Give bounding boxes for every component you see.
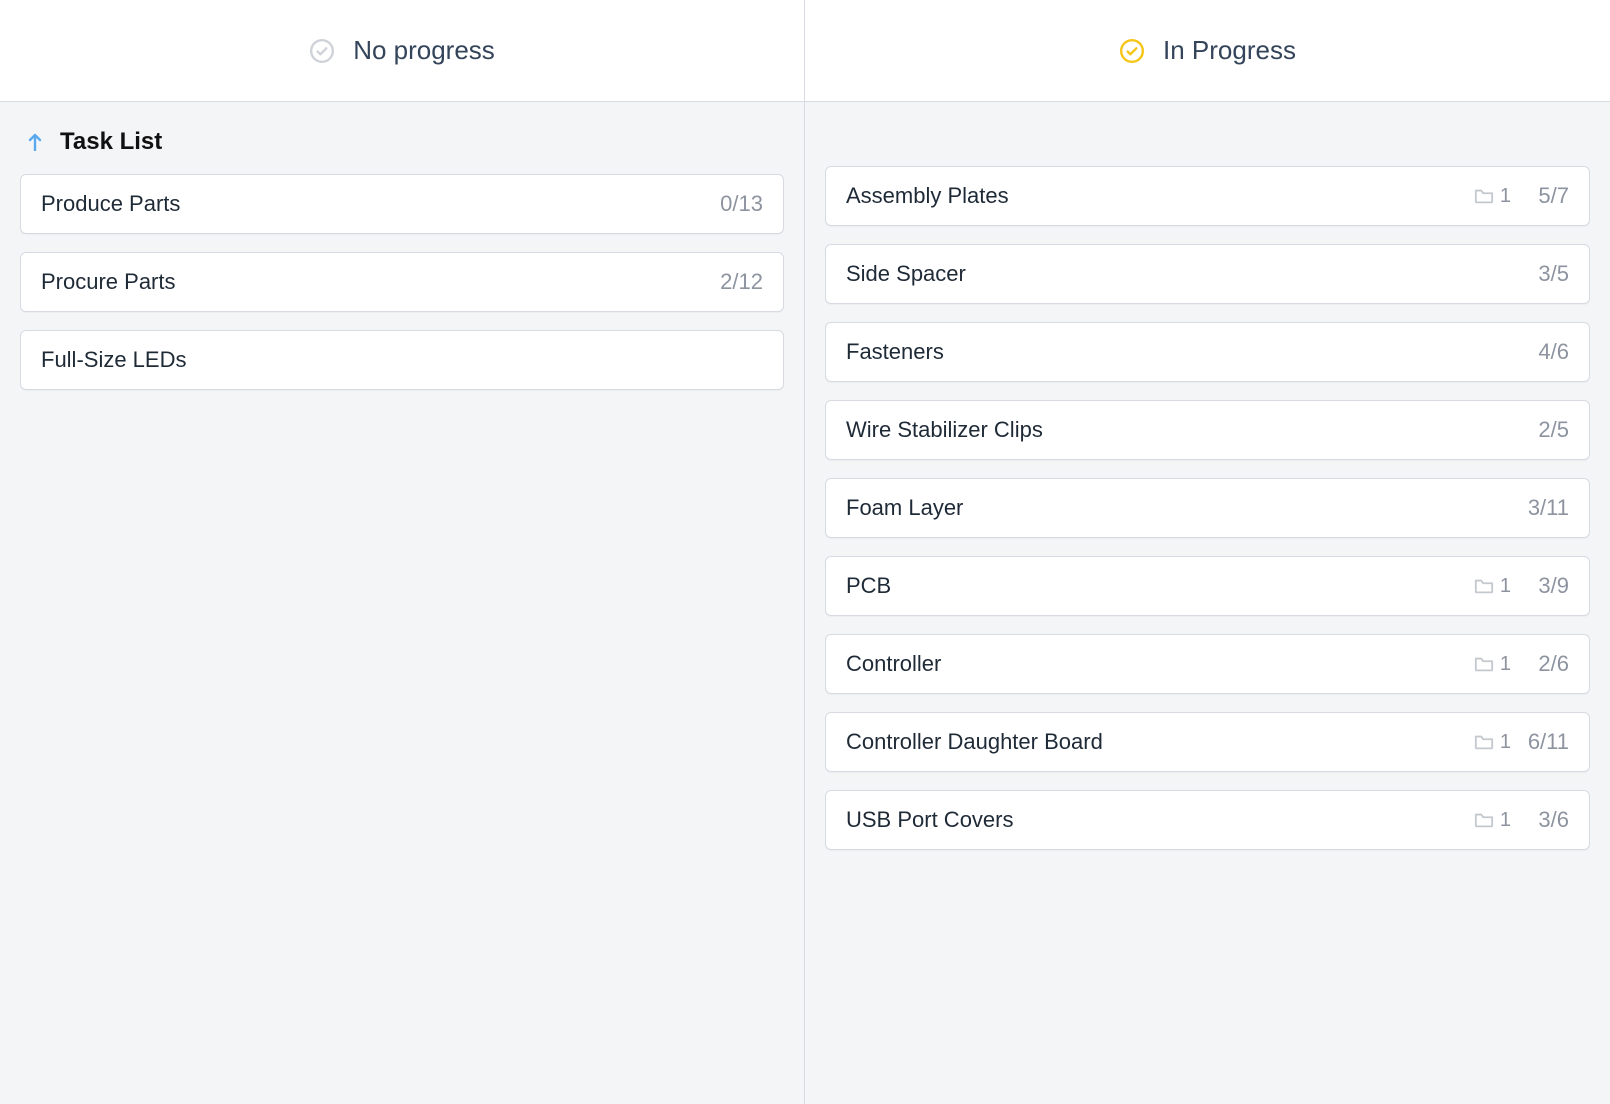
attachment-count: 1 xyxy=(1500,185,1511,208)
attachment-count: 1 xyxy=(1500,653,1511,676)
task-title: PCB xyxy=(846,573,891,599)
task-card[interactable]: PCB 1 3/9 xyxy=(825,556,1590,616)
task-progress: 2/12 xyxy=(719,269,763,295)
folder-icon xyxy=(1474,811,1494,829)
card-list-in-progress: Assembly Plates 1 5/7 Side Spacer xyxy=(825,166,1590,850)
task-card[interactable]: Controller Daughter Board 1 6/11 xyxy=(825,712,1590,772)
attachment-indicator: 1 xyxy=(1474,185,1511,208)
task-progress: 2/5 xyxy=(1525,417,1569,443)
task-progress: 0/13 xyxy=(719,191,763,217)
task-meta: 3/11 xyxy=(1525,495,1569,521)
attachment-indicator: 1 xyxy=(1474,653,1511,676)
task-card[interactable]: Full-Size LEDs xyxy=(20,330,784,390)
folder-icon xyxy=(1474,187,1494,205)
task-card[interactable]: Side Spacer 3/5 xyxy=(825,244,1590,304)
task-progress: 3/9 xyxy=(1525,573,1569,599)
column-body-in-progress: Assembly Plates 1 5/7 Side Spacer xyxy=(805,102,1610,1104)
column-title: In Progress xyxy=(1163,35,1296,66)
column-header-no-progress[interactable]: No progress xyxy=(0,0,804,102)
task-title: Assembly Plates xyxy=(846,183,1009,209)
column-header-in-progress[interactable]: In Progress xyxy=(805,0,1610,102)
task-meta: 4/6 xyxy=(1525,339,1569,365)
task-meta: 0/13 xyxy=(719,191,763,217)
task-card[interactable]: Controller 1 2/6 xyxy=(825,634,1590,694)
task-card[interactable]: Wire Stabilizer Clips 2/5 xyxy=(825,400,1590,460)
task-card[interactable]: Foam Layer 3/11 xyxy=(825,478,1590,538)
task-meta: 3/5 xyxy=(1525,261,1569,287)
task-meta: 1 3/9 xyxy=(1474,573,1569,599)
status-check-grey-icon xyxy=(309,38,335,64)
column-in-progress: In Progress Assembly Plates 1 5/7 xyxy=(805,0,1610,1104)
task-meta: 1 6/11 xyxy=(1474,729,1569,755)
attachment-count: 1 xyxy=(1500,731,1511,754)
task-title: Procure Parts xyxy=(41,269,176,295)
folder-icon xyxy=(1474,655,1494,673)
task-progress: 6/11 xyxy=(1525,729,1569,755)
folder-icon xyxy=(1474,733,1494,751)
task-title: Produce Parts xyxy=(41,191,180,217)
task-progress: 3/5 xyxy=(1525,261,1569,287)
task-title: Side Spacer xyxy=(846,261,966,287)
task-progress: 4/6 xyxy=(1525,339,1569,365)
task-progress: 2/6 xyxy=(1525,651,1569,677)
folder-icon xyxy=(1474,577,1494,595)
column-no-progress: No progress Task List Produce Parts 0/13 xyxy=(0,0,805,1104)
attachment-count: 1 xyxy=(1500,575,1511,598)
task-title: Controller Daughter Board xyxy=(846,729,1103,755)
task-meta: 2/5 xyxy=(1525,417,1569,443)
section-title: Task List xyxy=(60,128,162,156)
sort-arrow-up-icon xyxy=(26,133,44,151)
task-progress: 5/7 xyxy=(1525,183,1569,209)
task-meta: 1 2/6 xyxy=(1474,651,1569,677)
section-header-task-list[interactable]: Task List xyxy=(20,122,784,174)
task-meta: 1 5/7 xyxy=(1474,183,1569,209)
column-title: No progress xyxy=(353,35,495,66)
task-progress: 3/6 xyxy=(1525,807,1569,833)
task-title: Full-Size LEDs xyxy=(41,347,186,373)
column-body-no-progress: Task List Produce Parts 0/13 Procure Par… xyxy=(0,102,804,1104)
attachment-count: 1 xyxy=(1500,809,1511,832)
attachment-indicator: 1 xyxy=(1474,809,1511,832)
attachment-indicator: 1 xyxy=(1474,731,1511,754)
card-list-no-progress: Produce Parts 0/13 Procure Parts 2/12 Fu… xyxy=(20,174,784,390)
task-progress: 3/11 xyxy=(1525,495,1569,521)
task-card[interactable]: Fasteners 4/6 xyxy=(825,322,1590,382)
task-card[interactable]: USB Port Covers 1 3/6 xyxy=(825,790,1590,850)
task-card[interactable]: Assembly Plates 1 5/7 xyxy=(825,166,1590,226)
task-title: Wire Stabilizer Clips xyxy=(846,417,1043,443)
task-card[interactable]: Procure Parts 2/12 xyxy=(20,252,784,312)
task-card[interactable]: Produce Parts 0/13 xyxy=(20,174,784,234)
kanban-board: No progress Task List Produce Parts 0/13 xyxy=(0,0,1610,1104)
task-title: Foam Layer xyxy=(846,495,963,521)
status-check-yellow-icon xyxy=(1119,38,1145,64)
task-meta: 1 3/6 xyxy=(1474,807,1569,833)
task-title: Controller xyxy=(846,651,941,677)
task-title: Fasteners xyxy=(846,339,944,365)
task-title: USB Port Covers xyxy=(846,807,1014,833)
task-meta: 2/12 xyxy=(719,269,763,295)
attachment-indicator: 1 xyxy=(1474,575,1511,598)
